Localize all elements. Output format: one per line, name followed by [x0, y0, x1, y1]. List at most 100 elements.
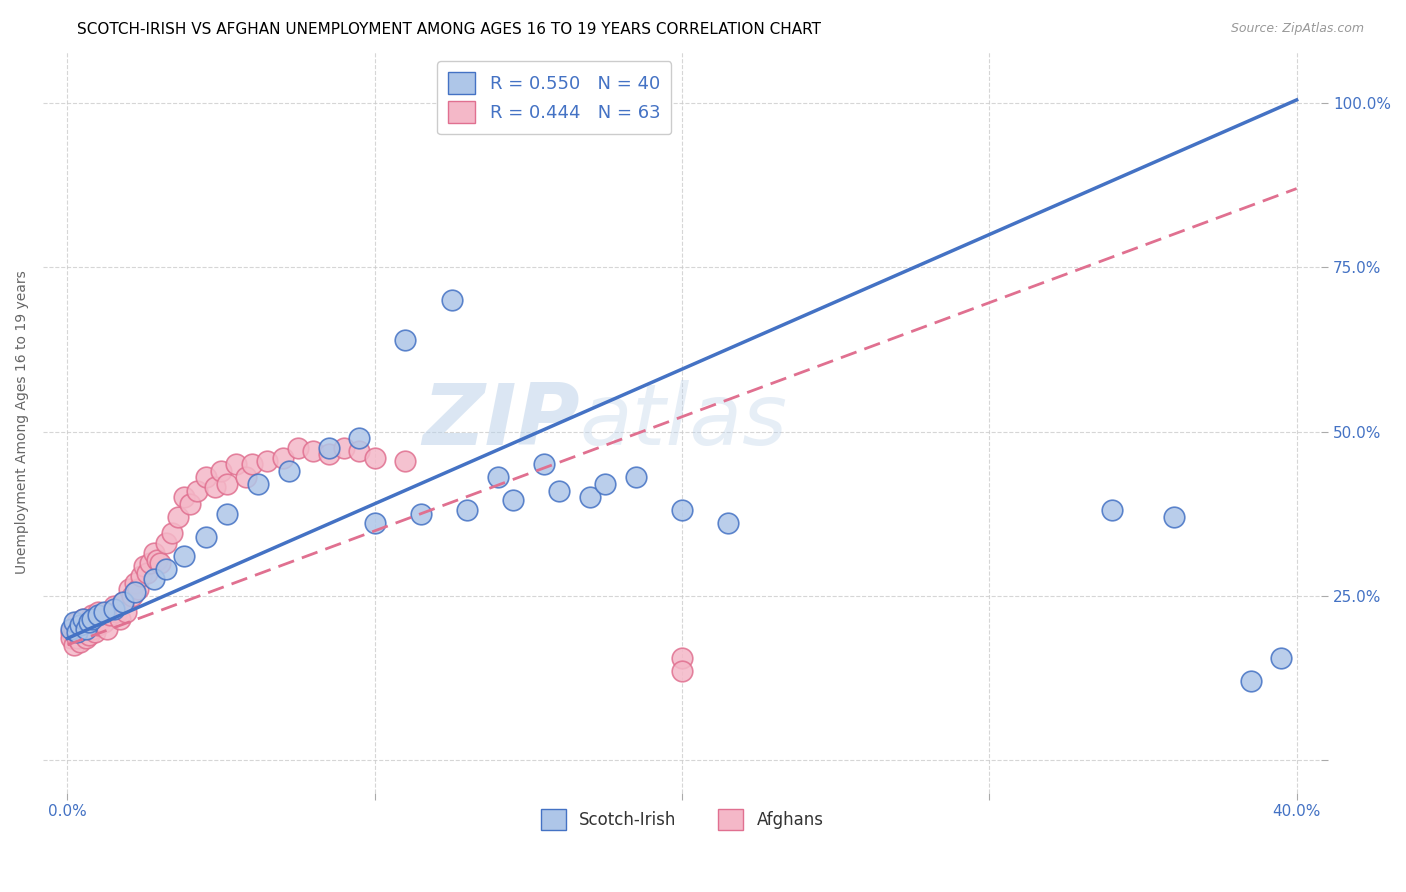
Point [129, 569, 152, 583]
Point [139, 556, 162, 570]
Point [59, 622, 82, 636]
Point [75, 622, 97, 636]
Point [121, 589, 143, 603]
Point [456, 503, 478, 517]
Point [173, 490, 195, 504]
Y-axis label: Unemployment Among Ages 16 to 19 years: Unemployment Among Ages 16 to 19 years [15, 269, 30, 574]
Point [69, 618, 91, 632]
Point [111, 595, 134, 609]
Point [186, 483, 208, 498]
Point [111, 595, 134, 609]
Point [204, 480, 226, 494]
Point [240, 458, 263, 472]
Point [179, 497, 201, 511]
Point [277, 464, 299, 478]
Point [394, 454, 416, 468]
Point [77, 615, 100, 629]
Point [100, 608, 122, 623]
Point [69, 634, 91, 648]
Point [502, 493, 524, 508]
Point [1101, 503, 1123, 517]
Point [62, 615, 84, 629]
Point [409, 507, 432, 521]
Point [548, 483, 571, 498]
Point [235, 470, 257, 484]
Point [105, 605, 128, 619]
Point [142, 546, 165, 560]
Point [217, 507, 239, 521]
Point [103, 599, 125, 613]
Point [90, 612, 112, 626]
Text: ZIP: ZIP [422, 380, 579, 463]
Point [271, 450, 294, 465]
Point [62, 622, 84, 636]
Point [80, 612, 103, 626]
Point [93, 615, 115, 629]
Point [124, 575, 146, 590]
Point [533, 458, 555, 472]
Point [59, 624, 82, 639]
Point [155, 562, 177, 576]
Point [87, 605, 110, 619]
Point [160, 526, 183, 541]
Point [194, 530, 217, 544]
Point [486, 470, 509, 484]
Point [136, 566, 159, 580]
Point [75, 632, 97, 646]
Point [103, 602, 125, 616]
Point [96, 622, 118, 636]
Point [66, 624, 89, 639]
Point [593, 477, 616, 491]
Point [115, 605, 138, 619]
Point [318, 448, 340, 462]
Point [225, 458, 247, 472]
Point [173, 549, 195, 564]
Point [671, 503, 693, 517]
Point [69, 624, 91, 639]
Point [194, 470, 217, 484]
Point [134, 559, 156, 574]
Point [59, 632, 82, 646]
Point [77, 618, 100, 632]
Point [349, 444, 371, 458]
Point [1239, 673, 1261, 688]
Point [579, 490, 602, 504]
Point [155, 536, 177, 550]
Point [149, 556, 172, 570]
Point [302, 444, 325, 458]
Point [80, 622, 103, 636]
Point [127, 582, 149, 596]
Point [671, 651, 693, 665]
Point [118, 582, 141, 596]
Point [72, 612, 94, 626]
Point [77, 628, 100, 642]
Point [287, 441, 309, 455]
Point [246, 477, 269, 491]
Point [209, 464, 232, 478]
Text: Source: ZipAtlas.com: Source: ZipAtlas.com [1230, 22, 1364, 36]
Point [440, 293, 463, 308]
Point [87, 618, 110, 632]
Point [1270, 651, 1292, 665]
Point [364, 450, 387, 465]
Point [333, 441, 356, 455]
Point [124, 585, 146, 599]
Point [318, 441, 340, 455]
Point [145, 552, 167, 566]
Legend: Scotch-Irish, Afghans: Scotch-Irish, Afghans [534, 803, 830, 837]
Point [349, 431, 371, 445]
Point [87, 608, 110, 623]
Point [717, 516, 740, 531]
Point [72, 624, 94, 639]
Point [62, 638, 84, 652]
Point [217, 477, 239, 491]
Point [80, 608, 103, 623]
Point [1163, 509, 1185, 524]
Text: atlas: atlas [579, 380, 787, 463]
Point [671, 664, 693, 678]
Point [142, 572, 165, 586]
Point [256, 454, 278, 468]
Point [66, 632, 89, 646]
Point [624, 470, 647, 484]
Point [72, 612, 94, 626]
